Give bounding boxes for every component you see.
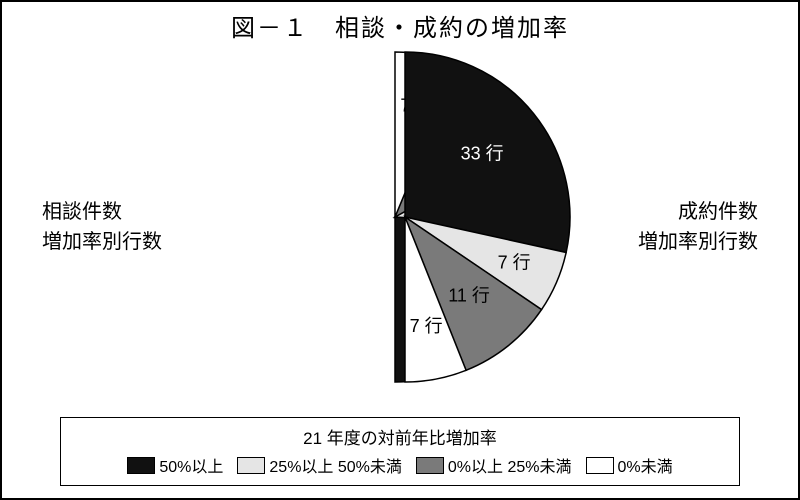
legend-item: 0%未満 — [586, 453, 673, 477]
slice-label: 7 行 — [498, 253, 531, 273]
legend-item: 25%以上 50%未満 — [237, 453, 402, 477]
pie-chart-pair: 27 行10 行12 行7 行33 行7 行11 行7 行 — [223, 50, 577, 384]
legend-swatch — [127, 457, 155, 474]
legend-item: 50%以上 — [127, 453, 223, 477]
right-side-l2: 増加率別行数 — [638, 231, 758, 253]
left-side-l2: 増加率別行数 — [42, 231, 162, 253]
left-side-l1: 相談件数 — [42, 201, 122, 223]
legend-label: 25%以上 50%未満 — [269, 459, 402, 476]
slice-label: 7 行 — [410, 316, 443, 336]
slice-label: 11 行 — [448, 285, 490, 305]
legend-swatch — [586, 457, 614, 474]
right-side-label: 成約件数 増加率別行数 — [638, 197, 758, 257]
legend-swatch — [237, 457, 265, 474]
legend-swatch — [416, 457, 444, 474]
figure-title: 図－１ 相談・成約の増加率 — [2, 8, 798, 43]
slice-label: 33 行 — [461, 144, 504, 164]
right-side-l1: 成約件数 — [678, 201, 758, 223]
legend-row: 50%以上 25%以上 50%未満 0%以上 25%未満 0%未満 — [77, 453, 723, 477]
legend-label: 0%以上 25%未満 — [448, 459, 572, 476]
legend-item: 0%以上 25%未満 — [416, 453, 572, 477]
legend-box: 21 年度の対前年比増加率 50%以上 25%以上 50%未満 0%以上 25%未満… — [60, 417, 740, 486]
legend-label: 50%以上 — [159, 459, 223, 476]
legend-label: 0%未満 — [618, 459, 673, 476]
figure-frame: 図－１ 相談・成約の増加率 相談件数 増加率別行数 成約件数 増加率別行数 27… — [0, 0, 800, 500]
left-side-label: 相談件数 増加率別行数 — [42, 197, 162, 257]
legend-title: 21 年度の対前年比増加率 — [77, 424, 723, 449]
